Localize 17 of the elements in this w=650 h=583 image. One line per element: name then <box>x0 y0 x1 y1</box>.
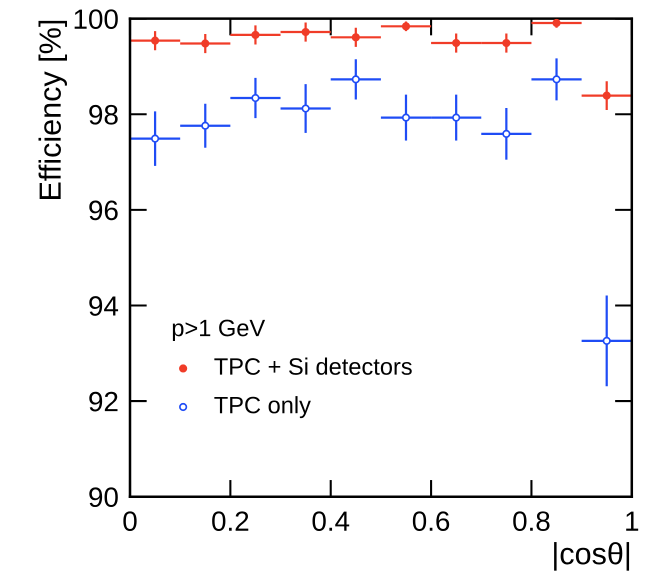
x-tick-label: 0 <box>123 511 137 532</box>
y-axis-title: Efficiency [%] <box>38 20 67 200</box>
y-tick-label: 90 <box>89 487 118 508</box>
y-tick-label: 98 <box>89 104 118 125</box>
x-axis-title: |cosθ| <box>554 542 630 571</box>
y-tick-label: 92 <box>89 392 118 412</box>
y-tick-label: 100 <box>74 9 118 29</box>
legend-title: p>1 GeV <box>172 320 266 342</box>
y-tick-label: 94 <box>89 296 118 316</box>
x-tick-label: 0.6 <box>412 511 450 532</box>
legend-label: TPC + Si detectors <box>214 358 412 375</box>
legend-label: TPC only <box>214 396 311 418</box>
x-tick-label: 0.4 <box>312 511 350 532</box>
x-tick-label: 0.2 <box>212 511 248 532</box>
x-tick-label: 1 <box>626 512 638 531</box>
y-tick-label: 96 <box>89 200 118 220</box>
x-tick-label: 0.8 <box>513 511 550 532</box>
